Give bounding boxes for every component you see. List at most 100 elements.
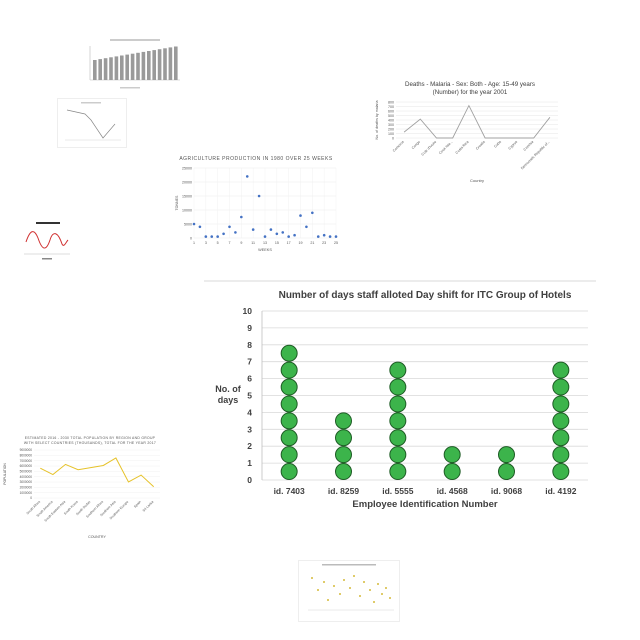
agri-point	[192, 222, 196, 226]
x-tick-label: id. 9068	[491, 486, 522, 496]
thumb-scatter-point	[377, 583, 379, 585]
malaria-title: Deaths - Malaria - Sex: Both - Age: 15-4…	[405, 81, 535, 88]
agri-point	[269, 228, 273, 231]
y-tick-label: 15000	[182, 194, 192, 198]
x-tick-label: Cote d'Ivoire	[421, 140, 438, 157]
x-tick-label: Democratic Republic of...	[520, 140, 550, 170]
thumb-bar	[120, 55, 124, 80]
y-tick-label: 5	[247, 391, 252, 401]
thumb-bar	[136, 52, 140, 80]
y-axis-label: POPULATION	[3, 463, 7, 485]
dot-marker	[389, 429, 407, 447]
x-tick-label: 1	[193, 241, 195, 245]
y-tick-label: 6	[247, 374, 252, 384]
thumb-scatter-point	[343, 579, 345, 581]
x-tick-label: 3	[205, 241, 207, 245]
agri-point	[299, 214, 302, 217]
dot-marker	[552, 395, 570, 413]
agri-point	[334, 235, 338, 238]
y-tick-label: 5000	[184, 222, 192, 226]
malaria-line-chart: Deaths - Malaria - Sex: Both - Age: 15-4…	[375, 81, 558, 183]
dot-marker	[552, 463, 570, 481]
thumb-bar	[125, 54, 129, 80]
dot-marker	[389, 361, 407, 379]
x-tick-label: Cuba	[493, 140, 502, 149]
x-tick-label: 19	[299, 241, 303, 245]
agri-point	[240, 215, 243, 219]
y-tick-label: 7	[247, 357, 252, 367]
y-tick-label: 9000000	[20, 448, 33, 452]
thumb-bar	[152, 50, 156, 80]
thumb-scatter-point	[323, 581, 325, 583]
thumb-bar	[130, 53, 135, 80]
x-tick-label: 17	[287, 241, 291, 245]
dot-marker	[552, 446, 570, 464]
x-tick-label: Sri Lanka	[142, 500, 155, 513]
thumb-scatter-chart	[298, 560, 400, 622]
agri-point	[287, 235, 290, 238]
agri-point	[275, 232, 279, 236]
dot-marker	[389, 395, 407, 413]
thumb-bar	[109, 57, 113, 80]
thumb-bar	[93, 60, 97, 80]
thumb-red-curve-chart	[24, 222, 70, 260]
thumb-scatter-point	[389, 597, 391, 599]
y-tick-label: 10000	[182, 208, 192, 212]
x-tick-label: 21	[310, 241, 314, 245]
y-tick-label: 25000	[182, 166, 192, 170]
dot-marker	[280, 429, 298, 447]
thumb-bar	[157, 49, 162, 80]
thumb-bar	[114, 56, 119, 80]
y-tick-label: 300	[388, 123, 394, 127]
thumb-line-chart-1	[57, 98, 127, 148]
x-tick-label: id. 5555	[382, 486, 413, 496]
agri-point	[251, 228, 255, 231]
y-tick-label: 1000000	[20, 491, 33, 495]
agri-point	[257, 194, 261, 198]
dot-marker	[552, 412, 570, 430]
y-tick-label: 4000000	[20, 475, 33, 479]
y-tick-label: 0	[247, 475, 252, 485]
agri-point	[316, 235, 320, 238]
thumb-scatter-point	[381, 593, 383, 595]
y-tick-label: 10	[243, 306, 253, 316]
thumb-bar	[103, 58, 108, 80]
thumb-scatter-point	[311, 577, 313, 579]
x-tick-label: id. 4192	[545, 486, 576, 496]
dot-marker	[443, 446, 461, 464]
y-tick-label: 3	[247, 424, 252, 434]
agri-point	[222, 232, 225, 236]
y-tick-label: 4	[247, 407, 252, 417]
dot-marker	[443, 463, 461, 481]
y-axis-label: TONNES	[175, 195, 179, 211]
y-tick-label: 0	[30, 496, 32, 500]
y-tick-label: 6000000	[20, 464, 33, 468]
x-tick-label: 7	[229, 241, 231, 245]
main-dot-chart: Number of days staff alloted Day shift f…	[204, 280, 596, 510]
dot-marker	[552, 361, 570, 379]
malaria-series-line	[403, 104, 551, 139]
thumb-scatter-point	[317, 589, 319, 591]
y-tick-label: 200	[388, 128, 394, 132]
y-tick-label: 100	[388, 132, 394, 136]
main-chart-title: Number of days staff alloted Day shift f…	[279, 290, 572, 301]
agri-point	[216, 235, 219, 238]
dot-marker	[389, 412, 407, 430]
thumb-scatter-point	[359, 595, 361, 597]
agri-point	[281, 231, 285, 234]
thumb-scatter-point	[369, 589, 371, 591]
agri-point	[263, 235, 267, 238]
thumb-bar	[147, 51, 151, 80]
population-line-chart: ESTIMATED 2016 - 2030 TOTAL POPULATION B…	[3, 436, 160, 539]
agri-point	[210, 235, 214, 238]
pop-title: ESTIMATED 2016 - 2030 TOTAL POPULATION B…	[25, 436, 156, 440]
x-axis-label: Country	[470, 178, 484, 183]
thumb-bar-chart	[89, 39, 180, 89]
dot-marker	[552, 378, 570, 396]
y-tick-label: 2	[247, 441, 252, 451]
y-axis-label: No. of	[215, 384, 241, 394]
y-tick-label: 700	[388, 105, 394, 109]
dot-marker	[335, 412, 352, 430]
y-tick-label: 1	[247, 458, 252, 468]
x-tick-label: Costa Rica	[455, 140, 470, 155]
